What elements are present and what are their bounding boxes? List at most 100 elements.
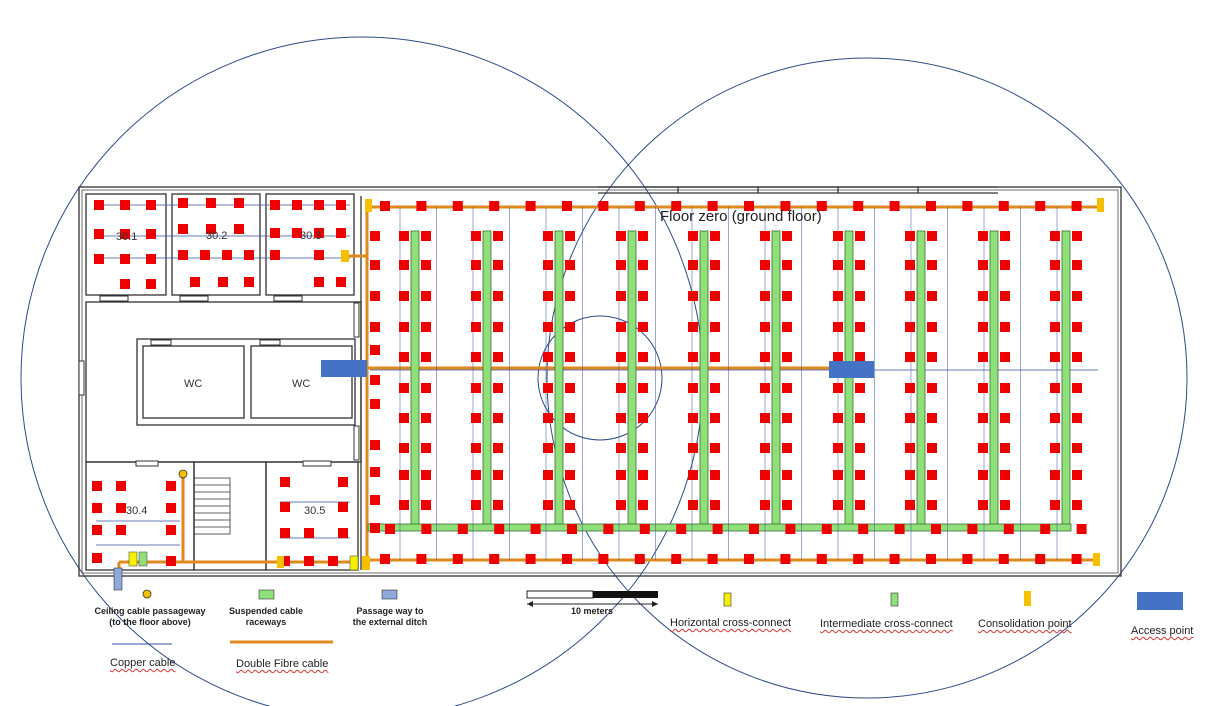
network-outlet [421,352,431,362]
network-outlet [1076,524,1087,534]
network-outlet [638,470,648,480]
network-outlet [926,201,936,211]
network-outlet [780,201,791,211]
network-outlet [94,254,104,264]
network-outlet [785,524,796,534]
network-outlet [120,200,130,210]
network-outlet [116,503,126,513]
network-outlet [603,524,614,534]
network-outlet [638,413,648,423]
network-outlet [978,352,988,362]
network-outlet [1072,413,1082,423]
network-outlet [421,383,431,393]
network-outlet [178,198,188,208]
network-outlet [978,383,988,393]
network-outlet [471,260,481,270]
network-outlet [760,260,770,270]
network-outlet [92,481,102,491]
network-outlet [565,260,575,270]
network-outlet [399,231,409,241]
network-outlet [471,291,481,301]
network-outlet [978,413,988,423]
network-outlet [688,413,698,423]
network-outlet [385,524,395,534]
network-outlet [421,322,431,332]
network-outlet [493,413,503,423]
raceway-group [367,230,1072,532]
network-outlet [530,524,541,534]
network-outlet [927,413,937,423]
network-outlet [493,260,503,270]
network-outlet [710,231,720,241]
network-outlet [688,470,698,480]
network-outlet [493,470,503,480]
network-outlet [1050,352,1060,362]
network-outlet [565,443,575,453]
network-outlet [926,554,936,564]
network-outlet [494,524,505,534]
network-outlet [565,413,575,423]
network-outlet [927,443,937,453]
network-outlet [166,525,176,535]
network-outlet [1072,383,1082,393]
legend-access-point-label: Access point [1131,625,1194,637]
network-outlet [370,523,380,533]
cable-raceway [699,230,709,528]
network-outlet [1000,443,1010,453]
network-outlet [493,231,503,241]
network-outlet [760,500,770,510]
network-outlet [292,228,302,238]
network-outlet [421,524,432,534]
network-outlet [905,352,915,362]
network-outlet [598,201,609,211]
network-outlet [565,352,575,362]
outer-wall [78,186,1122,577]
network-outlet [833,443,843,453]
network-outlet [399,500,409,510]
network-outlet [638,291,648,301]
network-outlet [710,260,720,270]
network-outlet [1000,500,1010,510]
network-outlet [166,556,176,566]
legend-intermediate-cc-label: Intermediate cross-connect [820,618,953,630]
network-outlet [1072,291,1082,301]
network-outlet [1050,260,1060,270]
network-outlet [416,201,427,211]
network-outlet [710,352,720,362]
network-outlet [166,503,176,513]
network-outlet [616,352,626,362]
network-outlet [280,528,290,538]
network-outlet [471,383,481,393]
cable-raceway [554,230,564,528]
network-outlet [543,470,553,480]
network-outlet [314,200,324,210]
network-outlet [338,528,348,538]
network-outlet [927,291,937,301]
network-outlet [858,524,869,534]
network-outlet [967,524,978,534]
network-outlet [760,231,770,241]
network-outlet [489,201,500,211]
network-outlet [710,413,720,423]
network-outlet [616,260,626,270]
network-outlet [710,291,720,301]
network-outlet [421,443,431,453]
network-outlet [471,231,481,241]
network-outlet [688,500,698,510]
cable-raceway [771,230,781,528]
network-outlet [280,556,290,566]
network-outlet [782,291,792,301]
network-outlet [931,524,941,534]
network-outlet [688,443,698,453]
network-outlet [905,231,915,241]
network-outlet [234,224,244,234]
cable-raceway [844,230,854,528]
network-outlet [1072,260,1082,270]
cable-raceway [1061,230,1071,528]
network-outlet [905,383,915,393]
network-outlet [1050,231,1060,241]
network-outlet [889,554,900,564]
network-outlet [710,383,720,393]
network-outlet [978,322,988,332]
network-outlet [782,500,792,510]
